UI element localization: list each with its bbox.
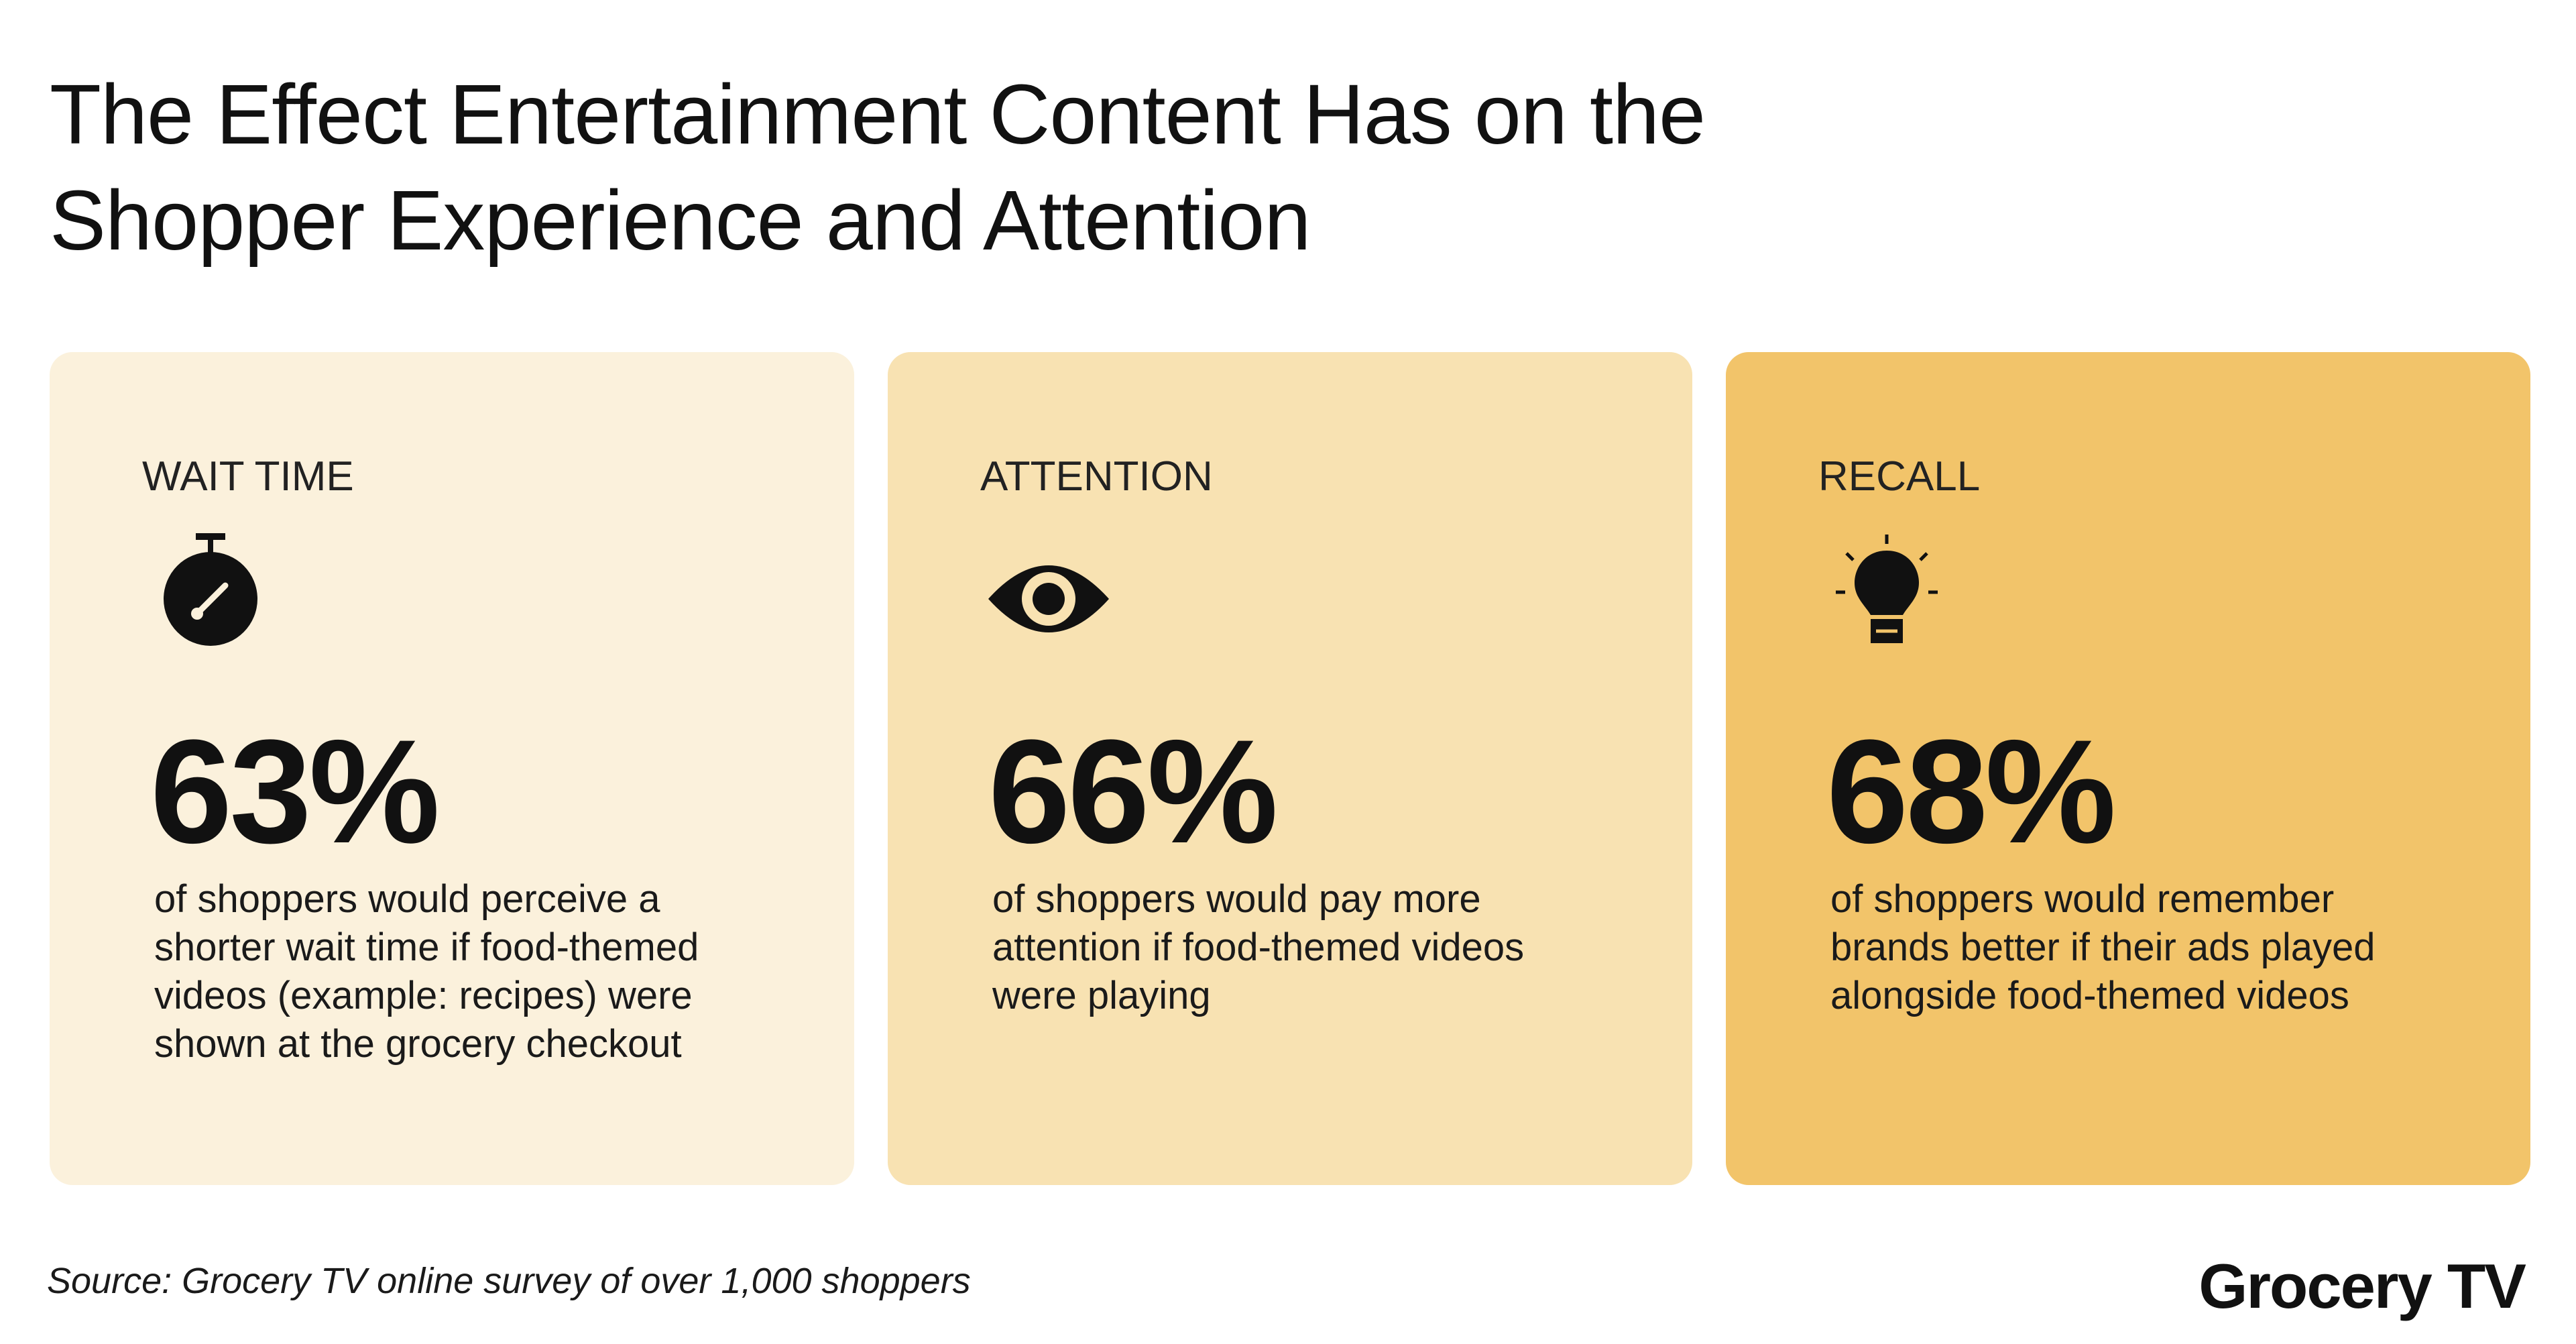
stat-description-line: attention if food-themed videos [992, 926, 1525, 969]
stat-description: of shoppers would pay more attention if … [992, 875, 1636, 1020]
stat-value: 66% [988, 709, 1278, 874]
stat-card-wait-time: WAIT TIME 63% of shoppers would perceive… [50, 352, 854, 1185]
stat-value: 63% [150, 709, 440, 874]
stat-description-line: alongside food-themed videos [1830, 974, 2349, 1017]
stat-value: 68% [1826, 709, 2116, 874]
source-note: Source: Grocery TV online survey of over… [47, 1261, 971, 1301]
brand-logo: Grocery TV [2199, 1251, 2526, 1321]
card-label: WAIT TIME [142, 453, 354, 500]
page-title-line-1: The Effect Entertainment Content Has on … [50, 67, 1706, 162]
lightbulb-icon [1826, 533, 1947, 654]
stat-description-line: were playing [992, 974, 1211, 1017]
stat-description-line: of shoppers would remember [1830, 877, 2335, 921]
stat-description-line: videos (example: recipes) were [154, 974, 693, 1017]
stopwatch-icon [150, 533, 271, 654]
stat-cards: WAIT TIME 63% of shoppers would perceive… [50, 352, 2530, 1185]
eye-icon [988, 533, 1109, 654]
stat-description: of shoppers would remember brands better… [1830, 875, 2474, 1020]
stat-description-line: of shoppers would perceive a [154, 877, 660, 921]
stat-description-line: of shoppers would pay more [992, 877, 1481, 921]
card-label: ATTENTION [980, 453, 1213, 500]
page-title-line-2: Shopper Experience and Attention [50, 173, 1311, 268]
page-title: The Effect Entertainment Content Has on … [50, 62, 2195, 274]
stat-description: of shoppers would perceive a shorter wai… [154, 875, 798, 1068]
stat-description-line: shown at the grocery checkout [154, 1022, 682, 1066]
stat-description-line: shorter wait time if food-themed [154, 926, 699, 969]
stat-description-line: brands better if their ads played [1830, 926, 2376, 969]
stat-card-recall: RECALL 68% of shoppers would remember br… [1726, 352, 2530, 1185]
card-label: RECALL [1818, 453, 1981, 500]
stat-card-attention: ATTENTION 66% of shoppers would pay more… [888, 352, 1692, 1185]
